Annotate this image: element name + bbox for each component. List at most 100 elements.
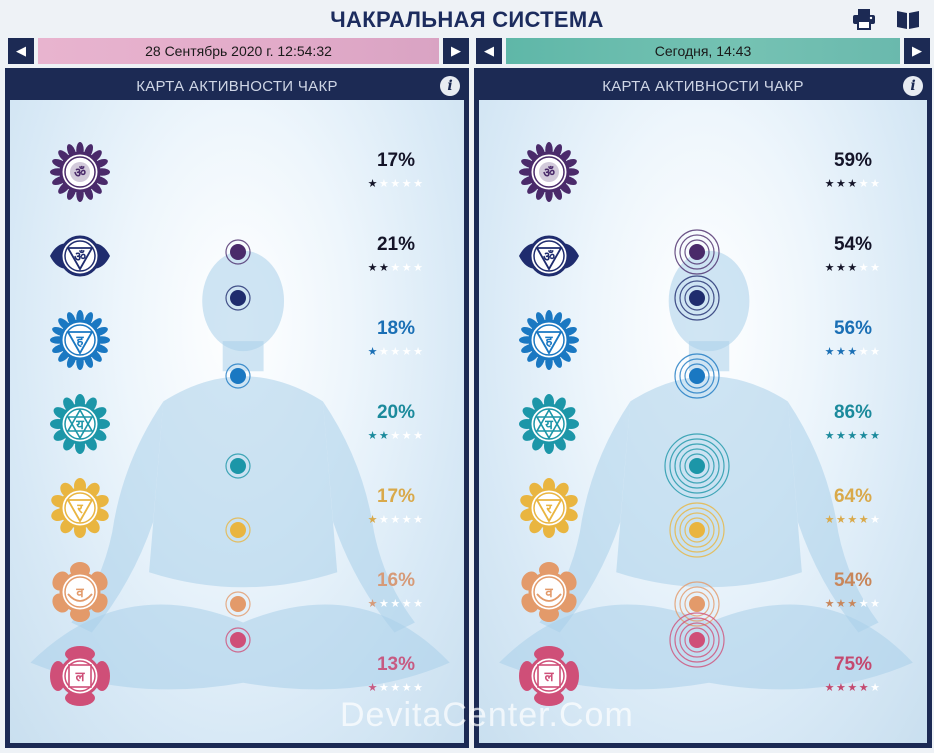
star-empty-icon: ★ [378,514,391,526]
star-filled-icon: ★ [824,598,836,610]
star-filled-icon: ★ [835,514,848,526]
ajna-percent: 21% [376,234,416,255]
star-filled-icon: ★ [847,514,859,526]
star-filled-icon: ★ [858,514,871,526]
vishuddha-activity-indicator [225,363,251,389]
right-panel-title: КАРТА АКТИВНОСТИ ЧАКР [602,78,804,95]
svadhisthana-activity-indicator [225,591,251,617]
star-empty-icon: ★ [390,262,402,274]
left-panel-title: КАРТА АКТИВНОСТИ ЧАКР [136,78,338,95]
star-empty-icon: ★ [390,682,402,694]
vishuddha-activity-indicator [674,353,720,399]
star-empty-icon: ★ [858,262,871,274]
right-chakra-panel: КАРТА АКТИВНОСТИ ЧАКР i ॐ 59% ★★★★★ ॐ 54% ★★★… [474,68,932,748]
svg-text:य: य [544,418,553,433]
anahata-percent: 86% [833,402,873,423]
manipura-chakra-icon: र [51,478,109,538]
svg-text:व: व [75,586,84,601]
printer-icon[interactable] [852,8,876,30]
star-empty-icon: ★ [401,346,414,358]
star-empty-icon: ★ [378,598,391,610]
left-next-button[interactable]: ▶ [443,38,469,64]
manipura-rating-stars: ★★★★★ [813,514,893,526]
anahata-rating-stars: ★★★★★ [356,430,436,442]
top-bar: ЧАКРАЛЬНАЯ СИСТЕМА [0,0,934,36]
sahasrara-chakra-icon: ॐ [519,142,579,202]
star-filled-icon: ★ [835,346,848,358]
star-filled-icon: ★ [835,598,848,610]
book-icon[interactable] [896,8,920,30]
star-empty-icon: ★ [390,430,402,442]
anahata-activity-indicator [664,433,730,499]
manipura-activity-indicator [669,502,725,558]
svadhisthana-chakra-icon: व [521,562,577,622]
left-date-navigator: ◀ 28 Сентябрь 2020 г. 12:54:32 ▶ [8,38,469,64]
right-panel-header: КАРТА АКТИВНОСТИ ЧАКР i [479,72,927,100]
star-filled-icon: ★ [824,346,836,358]
ajna-rating-stars: ★★★★★ [813,262,893,274]
muladhara-rating-stars: ★★★★★ [356,682,436,694]
vishuddha-percent: 18% [376,318,416,339]
star-filled-icon: ★ [824,262,836,274]
sahasrara-activity-indicator [674,229,720,275]
star-filled-icon: ★ [367,682,379,694]
right-date-label: Сегодня, 14:43 [506,38,900,64]
right-prev-button[interactable]: ◀ [476,38,502,64]
star-empty-icon: ★ [413,598,425,610]
right-next-button[interactable]: ▶ [904,38,930,64]
star-filled-icon: ★ [847,682,859,694]
vishuddha-chakra-icon: ह [50,310,110,370]
left-info-icon[interactable]: i [440,76,460,96]
star-filled-icon: ★ [847,262,859,274]
svg-text:र: र [545,502,552,517]
watermark: DevitaCenter.Com [340,696,634,734]
star-empty-icon: ★ [870,346,882,358]
svg-text:ॐ: ॐ [74,165,86,181]
muladhara-chakra-icon: ल [50,646,110,706]
star-empty-icon: ★ [870,514,882,526]
sahasrara-rating-stars: ★★★★★ [356,178,436,190]
manipura-chakra-icon: र [520,478,578,538]
sahasrara-chakra-icon: ॐ [50,142,110,202]
svg-text:ह: ह [76,334,85,349]
right-chakra-map: ॐ 59% ★★★★★ ॐ 54% ★★★★★ ह 56% ★★★★★ य 86% ★★★★★ र 64%… [479,100,927,743]
star-filled-icon: ★ [378,262,391,274]
star-filled-icon: ★ [847,178,859,190]
muladhara-percent: 75% [833,654,873,675]
vishuddha-percent: 56% [833,318,873,339]
star-empty-icon: ★ [858,346,871,358]
star-filled-icon: ★ [847,430,859,442]
svg-text:ल: ल [544,670,555,685]
vishuddha-rating-stars: ★★★★★ [356,346,436,358]
star-empty-icon: ★ [870,682,882,694]
sahasrara-rating-stars: ★★★★★ [813,178,893,190]
left-prev-button[interactable]: ◀ [8,38,34,64]
left-chakra-map: ॐ 17% ★★★★★ ॐ 21% ★★★★★ ह 18% ★★★★★ य 20% ★★★★★ र 17%… [10,100,464,743]
ajna-rating-stars: ★★★★★ [356,262,436,274]
star-empty-icon: ★ [870,262,882,274]
star-filled-icon: ★ [824,682,836,694]
star-filled-icon: ★ [847,346,859,358]
manipura-percent: 17% [376,486,416,507]
app-title: ЧАКРАЛЬНАЯ СИСТЕМА [330,7,604,32]
manipura-activity-indicator [225,517,251,543]
svadhisthana-chakra-icon: व [52,562,108,622]
star-filled-icon: ★ [367,178,379,190]
star-empty-icon: ★ [378,178,391,190]
muladhara-rating-stars: ★★★★★ [813,682,893,694]
svg-text:र: र [76,502,83,517]
anahata-activity-indicator [225,453,251,479]
svg-text:ॐ: ॐ [74,249,86,265]
right-info-icon[interactable]: i [903,76,923,96]
vishuddha-rating-stars: ★★★★★ [813,346,893,358]
star-empty-icon: ★ [390,514,402,526]
star-filled-icon: ★ [824,178,836,190]
sahasrara-activity-indicator [225,239,251,265]
left-chakra-panel: КАРТА АКТИВНОСТИ ЧАКР i ॐ 17% ★★★★★ ॐ 21% ★★★… [5,68,469,748]
left-panel-header: КАРТА АКТИВНОСТИ ЧАКР i [10,72,464,100]
vishuddha-chakra-icon: ह [519,310,579,370]
svg-text:ॐ: ॐ [543,249,555,265]
svadhisthana-activity-indicator [674,581,720,627]
star-filled-icon: ★ [378,430,391,442]
anahata-chakra-icon: य [50,394,110,454]
